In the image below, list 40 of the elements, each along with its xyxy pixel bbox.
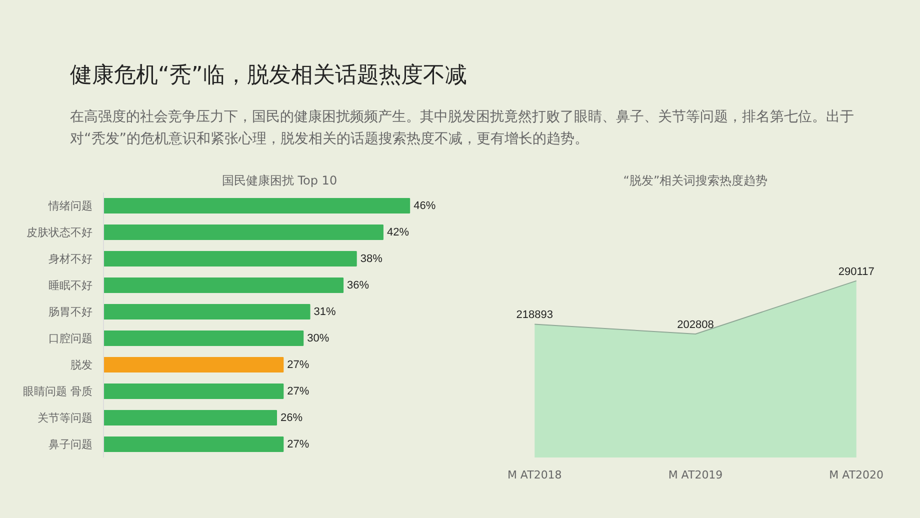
- data-label: 46%: [414, 200, 436, 212]
- data-label: 26%: [280, 412, 303, 424]
- data-label: 290117: [838, 266, 874, 278]
- data-label: 42%: [386, 226, 410, 238]
- bar: [104, 410, 278, 426]
- data-label: 202808: [677, 319, 714, 331]
- y-tick-label: 脱发: [70, 358, 92, 372]
- x-tick-label: M AT2020: [829, 468, 884, 482]
- data-label: 218893: [516, 309, 553, 322]
- bar: [104, 356, 284, 373]
- bar: [104, 198, 410, 214]
- x-tick-label: M AT2019: [668, 468, 723, 482]
- data-label: 27%: [287, 438, 310, 450]
- y-tick-label: 情绪问题: [48, 199, 92, 212]
- y-tick-label: 鼻子问题: [48, 438, 92, 451]
- chart-title: “脱发”相关词搜索热度趋势: [623, 174, 768, 188]
- text: 在高强度的社会竞争压力下，国民的健康困扰频频产生。其中脱发困扰竟然打败了眼睛、鼻子、关节等问题，排名第七位。出于对“秃发”的危机意识和紧张心理，脱发相关的话题搜索热度不减，更有增长的趋势。: [70, 108, 855, 149]
- bar: [104, 224, 384, 240]
- y-tick-label: 口腔问题: [48, 332, 92, 345]
- y-tick-label: 睡眠不好: [48, 278, 92, 292]
- bar: [104, 436, 284, 452]
- data-label: 38%: [360, 252, 383, 265]
- bar: [104, 277, 344, 294]
- y-tick-label: 皮肤状态不好: [26, 226, 92, 239]
- bar: [104, 250, 357, 267]
- data-label: 30%: [307, 332, 330, 344]
- y-tick-label: 身材不好: [48, 252, 92, 266]
- y-tick-label: 眼睛问题 骨质: [23, 384, 93, 398]
- chart-title: 国民健康困扰 Top 10: [222, 174, 338, 188]
- bar: [104, 304, 310, 320]
- data-label: 31%: [314, 306, 336, 318]
- x-tick-label: M AT2018: [507, 468, 562, 482]
- text: 健康危机“秃”临，脱发相关话题热度不减: [70, 62, 467, 90]
- bar: [104, 330, 304, 346]
- bar: [104, 383, 284, 400]
- data-label: 36%: [347, 279, 370, 292]
- data-label: 27%: [287, 385, 310, 398]
- data-label: 27%: [287, 358, 310, 371]
- y-tick-label: 肠胃不好: [48, 305, 92, 318]
- y-tick-label: 关节等问题: [38, 411, 92, 424]
